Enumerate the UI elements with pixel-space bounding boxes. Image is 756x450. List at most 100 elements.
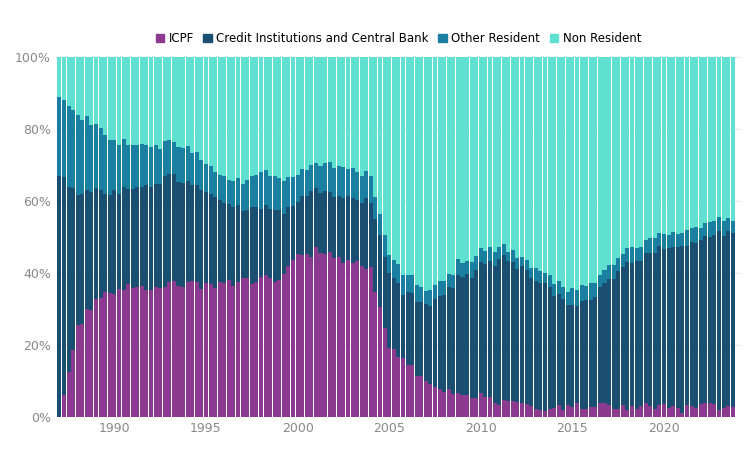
Bar bbox=[140, 57, 144, 144]
Bar bbox=[643, 252, 648, 403]
Bar bbox=[351, 198, 355, 263]
Bar bbox=[685, 230, 689, 246]
Bar bbox=[332, 57, 336, 168]
Bar bbox=[727, 218, 730, 231]
Bar bbox=[351, 57, 355, 168]
Bar bbox=[639, 57, 643, 248]
Bar bbox=[287, 57, 290, 177]
Bar bbox=[511, 250, 515, 262]
Bar bbox=[167, 174, 172, 282]
Bar bbox=[282, 274, 286, 417]
Bar bbox=[565, 405, 570, 417]
Bar bbox=[556, 57, 561, 281]
Bar bbox=[456, 393, 460, 417]
Bar bbox=[410, 293, 414, 365]
Bar bbox=[607, 279, 611, 405]
Bar bbox=[259, 209, 263, 277]
Bar bbox=[305, 57, 308, 170]
Bar bbox=[181, 148, 185, 183]
Bar bbox=[671, 405, 675, 417]
Bar bbox=[222, 57, 226, 176]
Bar bbox=[634, 57, 639, 248]
Bar bbox=[667, 234, 671, 248]
Bar bbox=[186, 146, 190, 180]
Bar bbox=[236, 57, 240, 178]
Bar bbox=[337, 196, 341, 257]
Bar bbox=[122, 57, 125, 139]
Bar bbox=[534, 57, 538, 268]
Bar bbox=[318, 57, 323, 166]
Bar bbox=[616, 409, 620, 417]
Bar bbox=[561, 299, 565, 410]
Bar bbox=[149, 57, 153, 147]
Bar bbox=[552, 284, 556, 296]
Bar bbox=[236, 282, 240, 417]
Bar bbox=[721, 57, 726, 221]
Bar bbox=[291, 57, 295, 177]
Bar bbox=[442, 295, 446, 392]
Bar bbox=[378, 307, 382, 417]
Bar bbox=[689, 242, 693, 406]
Bar bbox=[222, 176, 226, 203]
Bar bbox=[167, 282, 172, 417]
Bar bbox=[309, 191, 313, 257]
Bar bbox=[451, 57, 455, 275]
Bar bbox=[616, 57, 620, 257]
Bar bbox=[507, 57, 510, 252]
Bar bbox=[337, 257, 341, 417]
Bar bbox=[309, 257, 313, 417]
Bar bbox=[98, 127, 103, 190]
Bar bbox=[685, 246, 689, 405]
Bar bbox=[525, 260, 528, 270]
Bar bbox=[511, 57, 515, 250]
Bar bbox=[67, 57, 70, 106]
Bar bbox=[516, 258, 519, 269]
Bar bbox=[658, 247, 662, 405]
Bar bbox=[149, 188, 153, 290]
Bar bbox=[94, 124, 98, 188]
Bar bbox=[639, 261, 643, 406]
Bar bbox=[103, 194, 107, 292]
Bar bbox=[360, 266, 364, 417]
Bar bbox=[264, 275, 268, 417]
Bar bbox=[103, 135, 107, 194]
Bar bbox=[447, 57, 451, 274]
Bar bbox=[186, 282, 190, 417]
Bar bbox=[85, 190, 89, 309]
Bar bbox=[424, 381, 428, 417]
Bar bbox=[547, 57, 552, 275]
Bar bbox=[98, 190, 103, 298]
Bar bbox=[373, 292, 377, 417]
Bar bbox=[254, 57, 259, 175]
Bar bbox=[342, 263, 345, 417]
Bar bbox=[360, 203, 364, 266]
Bar bbox=[209, 194, 212, 284]
Bar bbox=[240, 279, 245, 417]
Bar bbox=[300, 196, 304, 255]
Bar bbox=[200, 57, 203, 160]
Bar bbox=[332, 197, 336, 258]
Bar bbox=[153, 144, 157, 184]
Bar bbox=[433, 299, 437, 387]
Bar bbox=[144, 57, 148, 145]
Bar bbox=[580, 302, 584, 410]
Bar bbox=[80, 57, 85, 120]
Bar bbox=[172, 174, 176, 281]
Bar bbox=[571, 407, 575, 417]
Bar bbox=[337, 166, 341, 196]
Bar bbox=[621, 405, 625, 417]
Bar bbox=[703, 403, 708, 417]
Bar bbox=[451, 275, 455, 288]
Bar bbox=[181, 183, 185, 288]
Bar bbox=[497, 57, 501, 248]
Bar bbox=[369, 202, 373, 267]
Bar bbox=[727, 231, 730, 406]
Bar bbox=[662, 249, 666, 404]
Bar bbox=[543, 411, 547, 417]
Bar bbox=[547, 409, 552, 417]
Bar bbox=[291, 177, 295, 206]
Bar bbox=[507, 252, 510, 261]
Bar bbox=[556, 293, 561, 405]
Bar bbox=[277, 57, 281, 179]
Bar bbox=[497, 248, 501, 259]
